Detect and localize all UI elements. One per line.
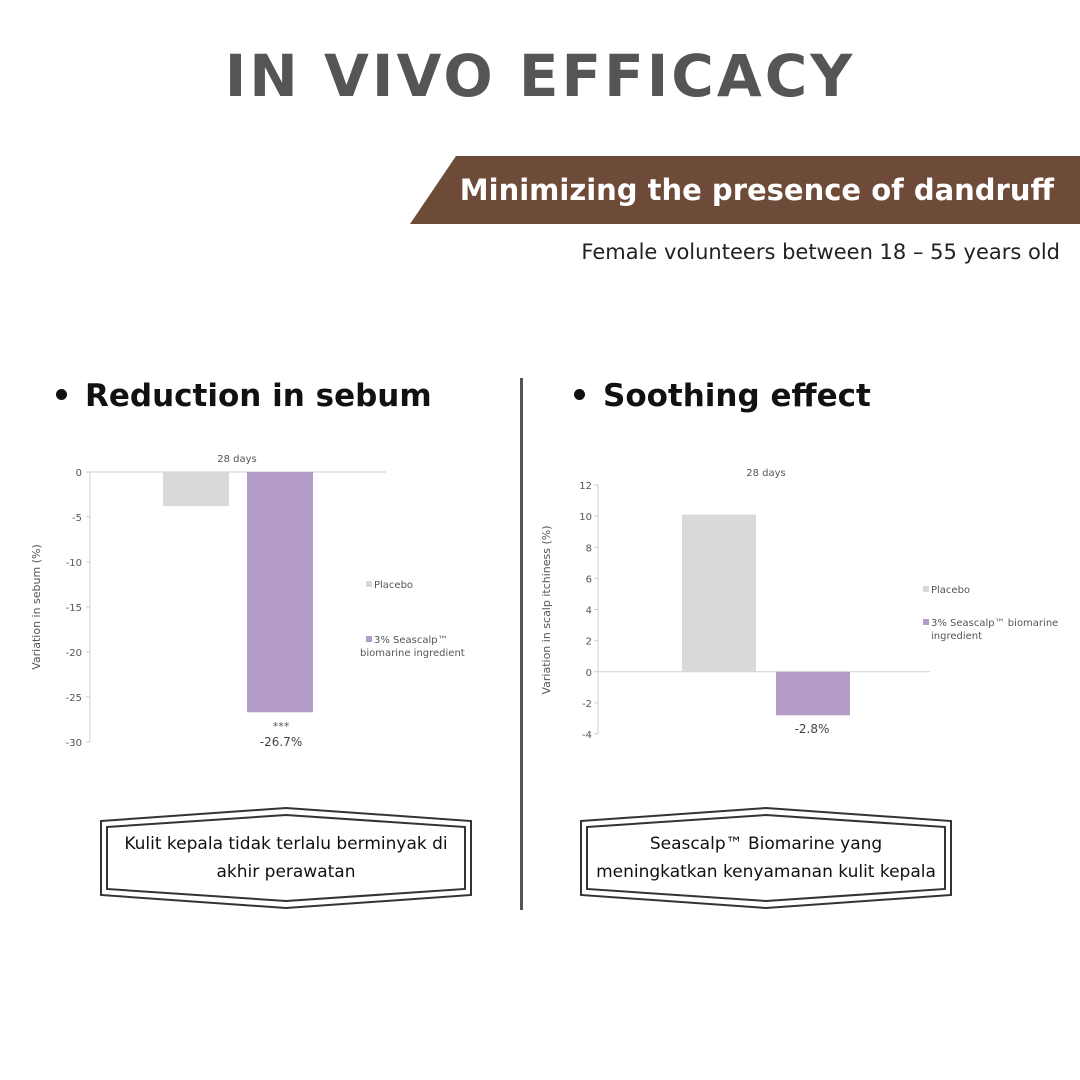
legend-swatch-seascalp: [923, 619, 929, 625]
left-heading-text: Reduction in sebum: [85, 378, 432, 414]
itchiness-chart: 28 days 12 10 8 6 4 2 0 -2 -4 Variation in scalp…: [520, 440, 1058, 780]
y-tick-label: 8: [586, 543, 592, 554]
banner-title: Minimizing the presence of dandruff: [459, 173, 1054, 207]
right-heading: Soothing effect: [574, 378, 871, 414]
y-tick-label: 4: [586, 606, 592, 617]
legend-swatch-seascalp: [366, 636, 372, 642]
left-heading: Reduction in sebum: [56, 378, 432, 414]
bullet-icon: [574, 389, 585, 400]
y-axis-label: Variation in sebum (%): [30, 544, 43, 670]
legend-swatch-placebo: [366, 581, 372, 587]
bar-seascalp: [247, 472, 313, 713]
y-tick-label: -25: [66, 693, 82, 704]
significance-label: ***: [273, 720, 290, 733]
bar-placebo: [682, 514, 756, 672]
y-tick-label: -15: [66, 603, 82, 614]
sebum-chart: 28 days 0 -5 -10 -15 -20 -25 -30 Variation in …: [0, 440, 520, 780]
right-heading-text: Soothing effect: [603, 378, 871, 414]
y-tick-label: 10: [579, 512, 592, 523]
y-tick-label: 2: [586, 637, 592, 648]
legend-placebo: Placebo: [374, 580, 413, 591]
y-tick-label: 0: [586, 668, 592, 679]
y-tick-label: -30: [66, 738, 82, 749]
column-divider: [520, 378, 523, 910]
legend-seascalp: 3% Seascalp™: [374, 635, 448, 646]
banner-background: [410, 156, 1080, 224]
legend-seascalp-line2: ingredient: [931, 631, 982, 642]
chart-title: 28 days: [746, 468, 786, 479]
y-tick-label: -10: [66, 558, 82, 569]
subtitle: Female volunteers between 18 – 55 years …: [581, 240, 1060, 264]
y-tick-label: 12: [579, 481, 592, 492]
value-label: -26.7%: [260, 735, 302, 749]
legend-swatch-placebo: [923, 586, 929, 592]
legend-placebo: Placebo: [931, 585, 970, 596]
y-tick-label: -4: [582, 730, 592, 741]
y-tick-label: 0: [76, 468, 82, 479]
left-callout-text: Kulit kepala tidak terlalu berminyak di …: [124, 834, 448, 882]
page-title: IN VIVO EFFICACY: [224, 42, 856, 110]
right-callout: Seascalp™ Biomarine yang meningkatkan ke…: [580, 805, 952, 911]
y-tick-label: -20: [66, 648, 82, 659]
bar-seascalp: [776, 671, 850, 716]
y-axis-label: Variation in scalp itchiness (%): [540, 525, 553, 694]
right-callout-text: Seascalp™ Biomarine yang meningkatkan ke…: [596, 834, 936, 882]
bullet-icon: [56, 389, 67, 400]
chart-title: 28 days: [217, 454, 257, 465]
y-tick-label: -5: [72, 513, 82, 524]
left-callout: Kulit kepala tidak terlalu berminyak di …: [100, 805, 472, 911]
legend-seascalp-line2: biomarine ingredient: [360, 648, 465, 659]
value-label: -2.8%: [795, 722, 830, 736]
bar-placebo: [163, 472, 229, 507]
y-tick-label: -2: [582, 699, 592, 710]
y-tick-label: 6: [586, 574, 592, 585]
legend-seascalp: 3% Seascalp™ biomarine: [931, 618, 1058, 629]
